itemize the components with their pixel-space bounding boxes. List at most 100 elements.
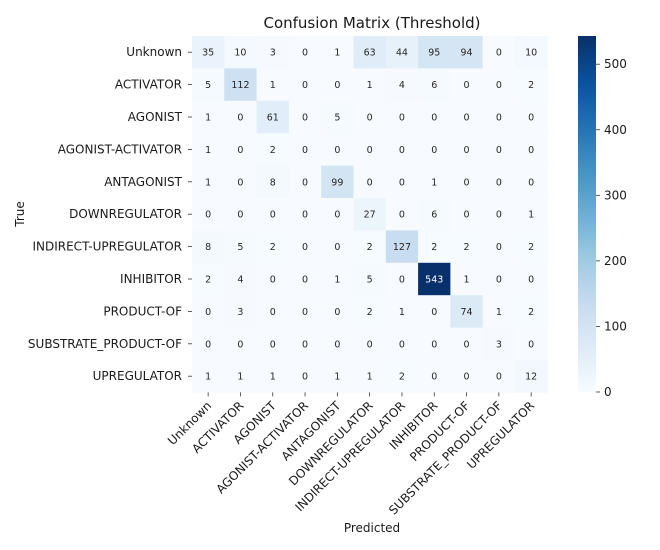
heatmap-cell <box>482 295 516 328</box>
heatmap-cell <box>192 68 225 102</box>
cell-value-label: 0 <box>367 113 373 124</box>
cell-value-label: 0 <box>496 177 502 188</box>
cell-value-label: 0 <box>496 48 502 59</box>
cell-value-label: 0 <box>302 372 308 383</box>
heatmap-cell <box>353 360 387 393</box>
heatmap-cell <box>353 133 387 166</box>
heatmap-cell <box>450 165 484 199</box>
cell-value-label: 1 <box>270 80 276 91</box>
heatmap-cell <box>256 100 290 134</box>
cell-value-label: 1 <box>205 177 211 188</box>
cell-value-label: 0 <box>431 113 437 124</box>
heatmap-cell <box>256 360 290 393</box>
colorbar-tick-label: 100 <box>604 319 627 333</box>
heatmap-cell <box>450 262 484 296</box>
heatmap-cell <box>256 262 290 296</box>
heatmap-cell <box>192 360 225 393</box>
cell-value-label: 3 <box>270 48 276 59</box>
heatmap-cell <box>256 36 290 69</box>
cell-value-label: 1 <box>496 307 502 318</box>
heatmap-cell <box>515 295 548 328</box>
heatmap-cell <box>192 327 225 361</box>
cell-value-label: 2 <box>464 242 470 253</box>
heatmap-cell <box>515 262 548 296</box>
cell-value-label: 2 <box>528 80 534 91</box>
heatmap-cells: 35 10 3 0 1 63 44 95 94 0 105 112 1 0 0 1 4 6 0 0 21 0 61 0 5 0 0 0… <box>192 36 548 393</box>
cell-value-label: 12 <box>525 372 537 383</box>
heatmap-cell <box>256 198 290 231</box>
cell-value-label: 0 <box>528 177 534 188</box>
cell-value-label: 0 <box>302 210 308 221</box>
heatmap-cell <box>418 133 451 166</box>
cell-value-label: 4 <box>237 275 243 286</box>
cell-value-label: 0 <box>464 177 470 188</box>
heatmap-cell <box>288 327 322 361</box>
heatmap-cell <box>418 262 451 296</box>
heatmap-cell <box>256 165 290 199</box>
heatmap-cell <box>288 165 322 199</box>
heatmap-cell <box>353 68 387 102</box>
heatmap-cell <box>482 327 516 361</box>
heatmap-cell <box>515 100 548 134</box>
heatmap-cell <box>482 165 516 199</box>
cell-value-label: 1 <box>334 372 340 383</box>
x-axis-title: Predicted <box>344 521 400 535</box>
heatmap-cell <box>385 68 419 102</box>
heatmap-cell <box>192 36 225 69</box>
cell-value-label: 127 <box>393 242 411 253</box>
heatmap-cell <box>515 360 548 393</box>
cell-value-label: 0 <box>302 339 308 350</box>
cell-value-label: 0 <box>237 210 243 221</box>
heatmap-cell <box>385 327 419 361</box>
heatmap-cell <box>353 262 387 296</box>
cell-value-label: 0 <box>528 275 534 286</box>
heatmap-cell <box>385 133 419 166</box>
heatmap-cell <box>482 230 516 264</box>
cell-value-label: 3 <box>496 339 502 350</box>
heatmap-cell <box>515 327 548 361</box>
cell-value-label: 1 <box>367 372 373 383</box>
cell-value-label: 1 <box>464 275 470 286</box>
heatmap-cell <box>224 165 257 199</box>
heatmap-cell <box>288 198 322 231</box>
heatmap-cell <box>385 36 419 69</box>
cell-value-label: 1 <box>367 80 373 91</box>
heatmap-cell <box>224 262 257 296</box>
cell-value-label: 0 <box>399 145 405 156</box>
cell-value-label: 0 <box>399 210 405 221</box>
cell-value-label: 1 <box>205 113 211 124</box>
cell-value-label: 0 <box>270 210 276 221</box>
cell-value-label: 0 <box>205 339 211 350</box>
heatmap-cell <box>385 165 419 199</box>
heatmap-cell <box>192 133 225 166</box>
cell-value-label: 4 <box>399 80 405 91</box>
heatmap-cell <box>288 295 322 328</box>
cell-value-label: 1 <box>205 372 211 383</box>
y-tick-label: Unknown <box>126 45 182 59</box>
y-tick-label: ANTAGONIST <box>104 175 182 189</box>
x-tick-labels: UnknownACTIVATORAGONISTAGONIST-ACTIVATOR… <box>165 392 537 517</box>
heatmap-cell <box>450 327 484 361</box>
heatmap-cell <box>321 133 354 166</box>
heatmap-cell <box>353 165 387 199</box>
heatmap-cell <box>192 230 225 264</box>
cell-value-label: 0 <box>270 275 276 286</box>
heatmap-cell <box>515 165 548 199</box>
heatmap-cell <box>224 360 257 393</box>
heatmap-cell <box>192 165 225 199</box>
cell-value-label: 2 <box>528 307 534 318</box>
heatmap-cell <box>256 230 290 264</box>
heatmap-cell <box>450 36 484 69</box>
heatmap-cell <box>385 295 419 328</box>
heatmap-cell <box>450 230 484 264</box>
cell-value-label: 543 <box>425 275 443 286</box>
cell-value-label: 44 <box>396 48 408 59</box>
heatmap-cell <box>224 230 257 264</box>
heatmap-cell <box>288 230 322 264</box>
cell-value-label: 112 <box>231 80 249 91</box>
cell-value-label: 0 <box>528 339 534 350</box>
heatmap-cell <box>288 360 322 393</box>
heatmap-cell <box>256 295 290 328</box>
heatmap-cell <box>321 198 354 231</box>
y-tick-label: DOWNREGULATOR <box>69 207 182 221</box>
